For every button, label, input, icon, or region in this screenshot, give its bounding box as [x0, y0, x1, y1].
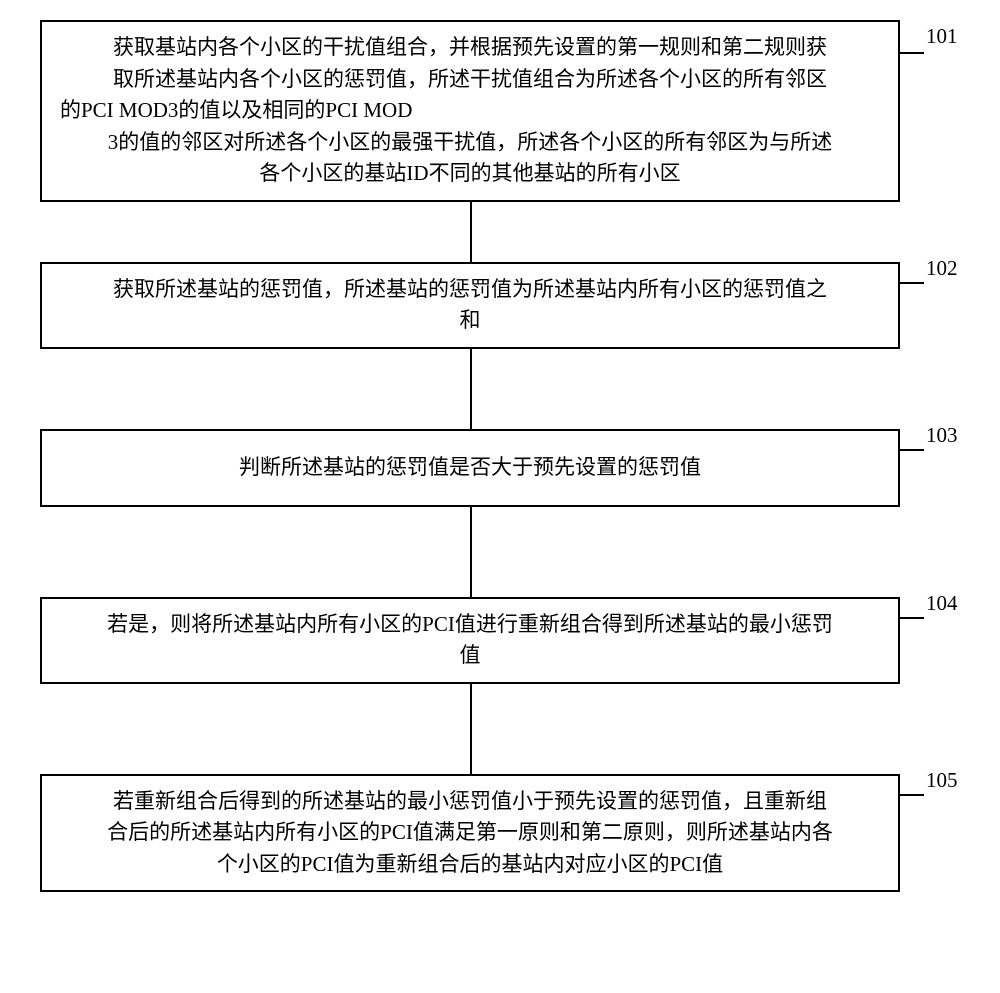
- step-text-line: 获取基站内各个小区的干扰值组合，并根据预先设置的第一规则和第二规则获: [58, 32, 882, 64]
- step-text-line: 判断所述基站的惩罚值是否大于预先设置的惩罚值: [58, 452, 882, 484]
- step-label-tick: [900, 794, 924, 796]
- flow-step: 若重新组合后得到的所述基站的最小惩罚值小于预先设置的惩罚值，且重新组 合后的所述…: [40, 774, 960, 893]
- flow-connector: [470, 202, 472, 262]
- step-text-line: 各个小区的基站ID不同的其他基站的所有小区: [58, 158, 882, 190]
- flow-step: 若是，则将所述基站内所有小区的PCI值进行重新组合得到所述基站的最小惩罚 值 1…: [40, 597, 960, 684]
- step-number-label: 103: [926, 423, 958, 448]
- step-label-tick: [900, 449, 924, 451]
- step-number-label: 102: [926, 256, 958, 281]
- flow-step-box: 若是，则将所述基站内所有小区的PCI值进行重新组合得到所述基站的最小惩罚 值: [40, 597, 900, 684]
- step-label-tick: [900, 282, 924, 284]
- flow-step: 判断所述基站的惩罚值是否大于预先设置的惩罚值 103: [40, 429, 960, 507]
- flow-step-box: 获取所述基站的惩罚值，所述基站的惩罚值为所述基站内所有小区的惩罚值之 和: [40, 262, 900, 349]
- flow-connector: [470, 684, 472, 774]
- flow-step: 获取基站内各个小区的干扰值组合，并根据预先设置的第一规则和第二规则获 取所述基站…: [40, 20, 960, 202]
- step-label-tick: [900, 52, 924, 54]
- flow-step: 获取所述基站的惩罚值，所述基站的惩罚值为所述基站内所有小区的惩罚值之 和 102: [40, 262, 960, 349]
- step-text-line: 若重新组合后得到的所述基站的最小惩罚值小于预先设置的惩罚值，且重新组: [58, 786, 882, 818]
- flowchart-container: 获取基站内各个小区的干扰值组合，并根据预先设置的第一规则和第二规则获 取所述基站…: [40, 20, 960, 892]
- flow-step-box: 若重新组合后得到的所述基站的最小惩罚值小于预先设置的惩罚值，且重新组 合后的所述…: [40, 774, 900, 893]
- flow-connector: [470, 349, 472, 429]
- flow-step-box: 判断所述基站的惩罚值是否大于预先设置的惩罚值: [40, 429, 900, 507]
- step-text-line: 值: [58, 640, 882, 672]
- flow-step-box: 获取基站内各个小区的干扰值组合，并根据预先设置的第一规则和第二规则获 取所述基站…: [40, 20, 900, 202]
- step-text-line: 取所述基站内各个小区的惩罚值，所述干扰值组合为所述各个小区的所有邻区: [58, 64, 882, 96]
- step-text-line: 合后的所述基站内所有小区的PCI值满足第一原则和第二原则，则所述基站内各: [58, 817, 882, 849]
- step-text-line: 个小区的PCI值为重新组合后的基站内对应小区的PCI值: [58, 849, 882, 881]
- step-text-line: 获取所述基站的惩罚值，所述基站的惩罚值为所述基站内所有小区的惩罚值之: [58, 274, 882, 306]
- step-text-line: 的PCI MOD3的值以及相同的PCI MOD: [58, 95, 882, 127]
- step-text-line: 若是，则将所述基站内所有小区的PCI值进行重新组合得到所述基站的最小惩罚: [58, 609, 882, 641]
- step-text-line: 和: [58, 305, 882, 337]
- step-number-label: 104: [926, 591, 958, 616]
- step-label-tick: [900, 617, 924, 619]
- step-number-label: 101: [926, 24, 958, 49]
- flow-connector: [470, 507, 472, 597]
- step-number-label: 105: [926, 768, 958, 793]
- step-text-line: 3的值的邻区对所述各个小区的最强干扰值，所述各个小区的所有邻区为与所述: [58, 127, 882, 159]
